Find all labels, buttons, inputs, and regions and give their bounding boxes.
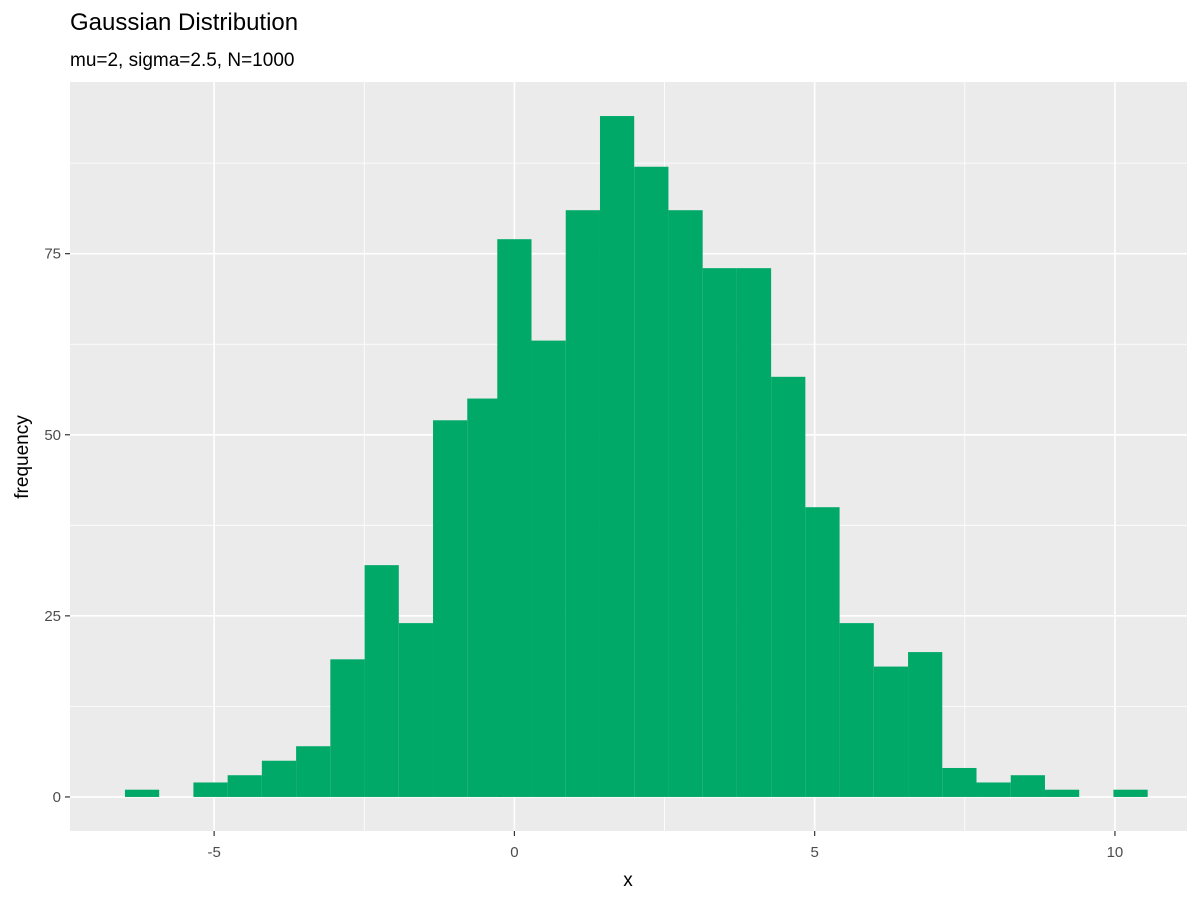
histogram-bar — [364, 565, 399, 797]
chart-title: Gaussian Distribution — [70, 9, 298, 36]
x-tick-label: 5 — [810, 844, 818, 861]
x-tick-label: -5 — [207, 844, 220, 861]
histogram-bar — [668, 210, 703, 797]
histogram-bar — [1044, 789, 1080, 797]
histogram-bar — [634, 166, 669, 797]
histogram-bar — [702, 268, 737, 797]
histogram-bar — [398, 623, 434, 797]
y-tick-label: 75 — [44, 246, 61, 263]
histogram-bar — [771, 376, 806, 797]
y-axis-ticks: 0 25 50 75 — [44, 246, 70, 806]
histogram-bar — [942, 767, 977, 797]
histogram-bar — [736, 268, 772, 797]
histogram-bar — [976, 782, 1011, 797]
x-tick-label: 10 — [1107, 844, 1124, 861]
histogram-bar — [433, 420, 468, 797]
histogram-bar — [261, 760, 297, 797]
histogram-bar — [599, 116, 635, 797]
histogram-bar — [193, 782, 228, 797]
y-tick-label: 50 — [44, 427, 61, 444]
histogram-bar — [805, 507, 840, 797]
x-axis-title: x — [623, 870, 633, 891]
histogram-bar — [531, 340, 566, 797]
histogram-bar — [873, 666, 909, 797]
histogram-bar — [497, 239, 532, 797]
histogram-bar — [565, 210, 600, 797]
histogram-bar — [467, 398, 502, 797]
histogram-bars — [124, 116, 1148, 797]
chart-subtitle: mu=2, sigma=2.5, N=1000 — [70, 50, 294, 71]
histogram-bar — [908, 652, 943, 797]
y-tick-label: 0 — [53, 789, 61, 806]
x-axis-ticks: -5 0 5 10 — [207, 831, 1123, 861]
histogram-bar — [330, 659, 365, 797]
histogram-bar — [124, 789, 160, 797]
y-axis-title: frequency — [12, 415, 33, 499]
histogram-bar — [296, 746, 331, 797]
histogram-bar — [1113, 789, 1148, 797]
histogram-bar — [227, 775, 262, 797]
histogram-bar — [1010, 775, 1045, 797]
histogram-bar — [839, 623, 874, 797]
x-tick-label: 0 — [510, 844, 518, 861]
y-tick-label: 25 — [44, 608, 61, 625]
